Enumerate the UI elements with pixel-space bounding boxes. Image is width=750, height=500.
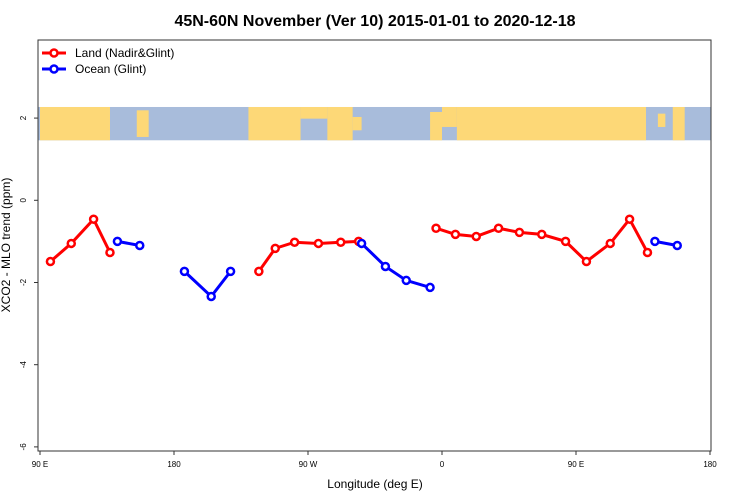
land-data-point xyxy=(313,238,324,249)
land-data-point xyxy=(624,214,635,224)
legend: Land (Nadir&Glint) Ocean (Glint) xyxy=(42,46,174,76)
map-land xyxy=(456,106,646,141)
y-tick-label: 2 xyxy=(19,115,28,120)
legend-marker-ocean xyxy=(49,64,59,74)
legend-item-ocean: Ocean (Glint) xyxy=(42,62,146,76)
land-data-point xyxy=(289,237,300,247)
map-land xyxy=(300,106,328,119)
x-tick-label: 0 xyxy=(440,460,445,469)
x-tick-label: 90 W xyxy=(299,460,318,469)
map-land xyxy=(248,106,301,141)
y-tick-label: -2 xyxy=(19,278,28,286)
ocean-data-point xyxy=(225,266,236,277)
x-tick-label: 90 E xyxy=(32,460,48,469)
land-data-point xyxy=(560,236,571,247)
land-data-point xyxy=(493,223,504,233)
ocean-data-point xyxy=(135,240,145,251)
y-axis: 2 0 -2 -4 -6 xyxy=(19,115,38,450)
y-tick-label: 0 xyxy=(19,198,28,203)
ocean-series-line xyxy=(183,270,232,299)
x-tick-label: 180 xyxy=(703,460,717,469)
map-land xyxy=(430,111,442,141)
ocean-data-point xyxy=(672,240,682,251)
land-data-point xyxy=(105,247,115,258)
land-data-point xyxy=(605,238,615,249)
ocean-data-point xyxy=(112,236,123,247)
legend-marker-land xyxy=(49,48,59,58)
ocean-data-point xyxy=(650,236,660,247)
land-data-point xyxy=(45,256,56,267)
land-data-point xyxy=(88,214,99,224)
land-data-point xyxy=(270,243,280,254)
land-data-point xyxy=(66,238,77,249)
x-axis-label: Longitude (deg E) xyxy=(327,477,422,491)
land-data-point xyxy=(471,231,481,242)
x-axis: 90 E 180 90 W 0 90 E 180 xyxy=(32,451,717,469)
map-land xyxy=(442,106,457,127)
map-land xyxy=(136,110,149,137)
land-data-point xyxy=(254,266,264,277)
ocean-data-point xyxy=(425,282,435,293)
legend-item-land: Land (Nadir&Glint) xyxy=(42,46,174,60)
map-land xyxy=(327,106,353,141)
land-data-point xyxy=(581,256,592,267)
ocean-data-point xyxy=(179,266,190,277)
land-data-point xyxy=(514,227,525,238)
map-land xyxy=(352,116,362,131)
ocean-data-point xyxy=(380,261,391,272)
ocean-data-point xyxy=(401,275,412,286)
land-data-point xyxy=(336,237,346,247)
world-map-band xyxy=(38,106,711,141)
ocean-data-point xyxy=(206,291,216,302)
legend-label-land: Land (Nadir&Glint) xyxy=(75,46,174,60)
land-data-point xyxy=(450,229,461,240)
map-land xyxy=(657,113,666,127)
x-tick-label: 90 E xyxy=(568,460,584,469)
map-land xyxy=(40,106,110,141)
y-tick-label: -4 xyxy=(19,361,28,369)
land-data-point xyxy=(431,223,441,233)
ocean-data-point xyxy=(356,238,367,249)
chart-title: 45N-60N November (Ver 10) 2015-01-01 to … xyxy=(174,13,575,30)
y-axis-label: XCO2 - MLO trend (ppm) xyxy=(0,178,13,313)
ocean-series-line xyxy=(360,242,431,289)
plot-frame xyxy=(37,39,712,452)
land-data-point xyxy=(642,247,653,258)
legend-label-ocean: Ocean (Glint) xyxy=(75,62,146,76)
land-series-line xyxy=(49,216,112,263)
land-series-line xyxy=(435,216,649,264)
map-land xyxy=(672,106,685,141)
y-tick-label: -6 xyxy=(19,443,28,451)
x-tick-label: 180 xyxy=(167,460,181,469)
land-data-point xyxy=(537,229,547,240)
series-layer xyxy=(45,214,682,302)
